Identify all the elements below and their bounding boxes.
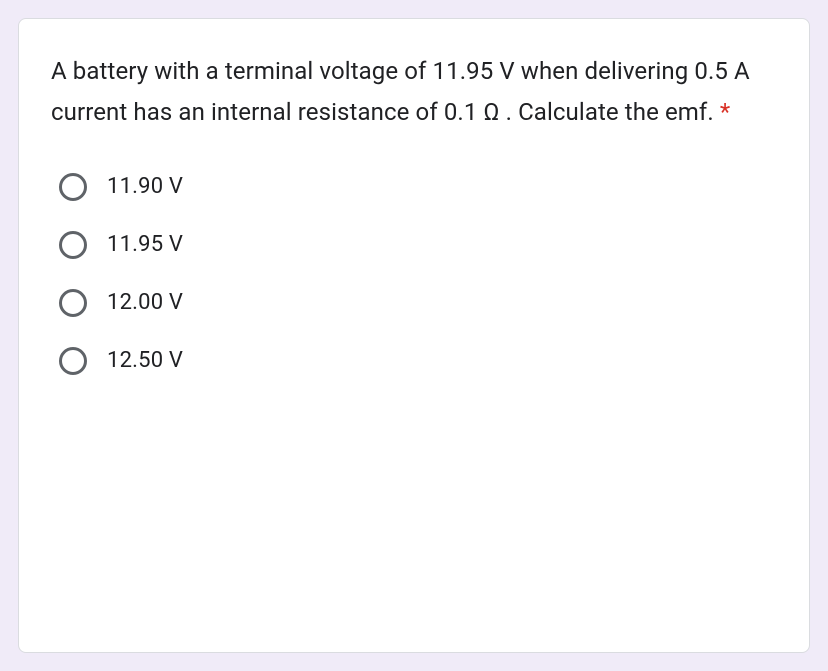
option-label: 12.50 V xyxy=(107,348,183,373)
question-card: A battery with a terminal voltage of 11.… xyxy=(18,18,810,653)
question-body: A battery with a terminal voltage of 11.… xyxy=(51,57,750,126)
required-asterisk: * xyxy=(720,98,730,126)
option-row[interactable]: 11.90 V xyxy=(59,173,777,201)
option-label: 11.95 V xyxy=(107,232,183,257)
radio-icon[interactable] xyxy=(59,289,87,317)
option-label: 11.90 V xyxy=(107,174,183,199)
option-row[interactable]: 12.50 V xyxy=(59,347,777,375)
radio-icon[interactable] xyxy=(59,231,87,259)
option-row[interactable]: 11.95 V xyxy=(59,231,777,259)
options-list: 11.90 V 11.95 V 12.00 V 12.50 V xyxy=(51,173,777,375)
radio-icon[interactable] xyxy=(59,347,87,375)
radio-icon[interactable] xyxy=(59,173,87,201)
option-row[interactable]: 12.00 V xyxy=(59,289,777,317)
option-label: 12.00 V xyxy=(107,290,183,315)
question-text: A battery with a terminal voltage of 11.… xyxy=(51,51,777,133)
